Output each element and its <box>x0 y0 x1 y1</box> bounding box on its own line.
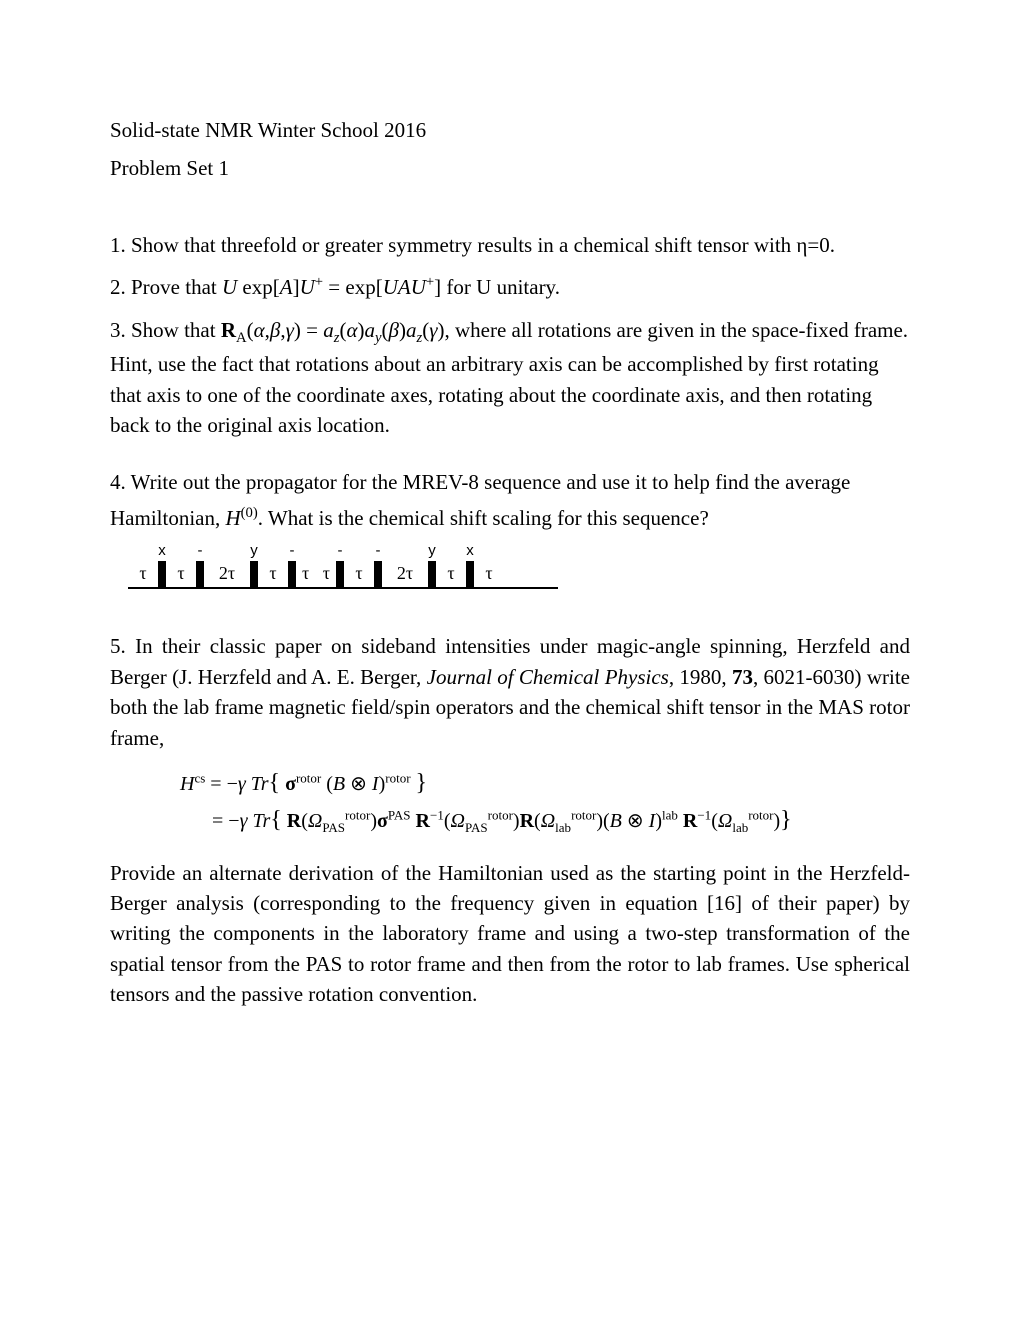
page-title: Solid-state NMR Winter School 2016 <box>110 115 910 145</box>
problem-5-intro: 5. In their classic paper on sideband in… <box>110 631 910 753</box>
tau-cell: 2τ <box>204 560 250 587</box>
pulse-label: -y <box>196 543 204 561</box>
problem-4-line1: 4. Write out the propagator for the MREV… <box>110 467 910 497</box>
p4-l2b: . What is the chemical shift scaling for… <box>258 506 709 530</box>
problem-3: 3. Show that RA(α,β,γ) = az(α)ay(β)az(γ)… <box>110 315 910 441</box>
problem-4-line2: Hamiltonian, H(0). What is the chemical … <box>110 503 910 533</box>
page-subtitle: Problem Set 1 <box>110 153 910 183</box>
p5-journal: Journal of Chemical Physics <box>427 665 669 689</box>
pulse-label: y <box>250 543 258 561</box>
p2-expr: U <box>222 275 237 299</box>
pulse-bar <box>374 561 382 587</box>
tau-cell: τ <box>474 560 504 587</box>
tau-cell: 2τ <box>382 560 428 587</box>
pulse-label: y <box>428 543 436 561</box>
eq-line-2: = −γ Tr{ R(ΩPASrotor)σPAS R−1(ΩPASrotor)… <box>180 802 910 839</box>
tau-cell: τ <box>166 560 196 587</box>
pulse-label: x <box>158 543 166 561</box>
pulse-bar <box>250 561 258 587</box>
p3-lead: 3. Show that <box>110 318 221 342</box>
pulse-bar <box>428 561 436 587</box>
hamiltonian-equation: Hcs = −γ Tr{ σrotor (B ⊗ I)rotor } = −γ … <box>180 765 910 839</box>
p5-vol: 73 <box>732 665 753 689</box>
p2-lead: 2. Prove that <box>110 275 222 299</box>
tau-cell: τ τ <box>296 560 336 587</box>
pulse-bar <box>196 561 204 587</box>
pulse-label: x <box>466 543 474 561</box>
pulse-bar <box>336 561 344 587</box>
eq-line-1: Hcs = −γ Tr{ σrotor (B ⊗ I)rotor } <box>180 765 910 802</box>
tau-cell: τ <box>128 560 158 587</box>
page: Solid-state NMR Winter School 2016 Probl… <box>0 0 1020 1102</box>
pulse-label: -x <box>336 543 344 561</box>
tau-cell: τ <box>436 560 466 587</box>
mrev8-diagram: x -y y -x -x -y y x τ τ 2τ τ τ τ <box>128 543 558 589</box>
pulse-label: -y <box>374 543 382 561</box>
pulse-labels: x -y y -x -x -y y x <box>128 543 558 561</box>
pulse-bar <box>288 561 296 587</box>
pulse-label: -x <box>288 543 296 561</box>
problem-2: 2. Prove that U exp[A]U+ = exp[UAU+] for… <box>110 272 910 302</box>
p2-tail: for U unitary. <box>441 275 560 299</box>
problem-1: 1. Show that threefold or greater symmet… <box>110 230 910 260</box>
pulse-bar <box>466 561 474 587</box>
pulse-bar <box>158 561 166 587</box>
tau-cell: τ <box>344 560 374 587</box>
p5-t2: , 1980, <box>669 665 732 689</box>
p4-l2a: Hamiltonian, <box>110 506 225 530</box>
tau-cell: τ <box>258 560 288 587</box>
pulse-row: τ τ 2τ τ τ τ τ 2τ τ τ <box>128 561 558 589</box>
spacer <box>110 453 910 467</box>
problem-5-task: Provide an alternate derivation of the H… <box>110 858 910 1010</box>
